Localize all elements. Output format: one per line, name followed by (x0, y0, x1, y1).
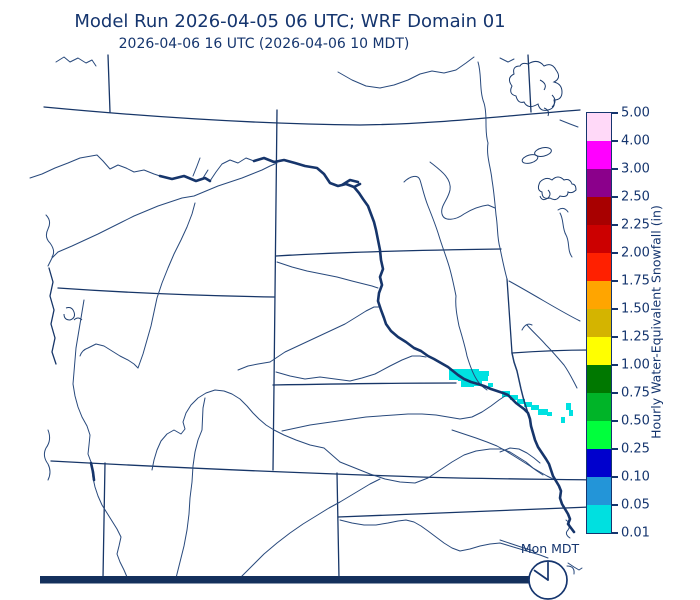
canada-rivers (55, 56, 579, 128)
colorbar-segment (587, 421, 611, 449)
colorbar-segment (587, 281, 611, 309)
snowfall-cell (561, 417, 565, 423)
colorbar-tick-mark (612, 308, 618, 310)
border-ab-sk (107, 54, 111, 113)
colorbar-tick-mark (612, 336, 618, 338)
colorbar-tick-label: 0.75 (621, 385, 650, 401)
colorbar-segment (587, 225, 611, 253)
colorbar-tick-mark (612, 224, 618, 226)
colorbar-tick-mark (612, 504, 618, 506)
snowfall-cell (461, 381, 474, 387)
colorbar-tick-label: 0.05 (621, 497, 650, 513)
colorbar-axis-label: Hourly Water-Equivalent Snowfall (in) (648, 205, 664, 439)
missouri-river (89, 156, 576, 534)
colorbar-segment (587, 477, 611, 505)
colorbar-tick-label: 5.00 (621, 105, 650, 121)
border-id-mt (48, 267, 57, 365)
clock-icon (528, 560, 568, 600)
rivers (29, 61, 583, 579)
colorbar-tick-mark (612, 280, 618, 282)
colorbar-tick-mark (612, 392, 618, 394)
colorbar-tick-mark (612, 252, 618, 254)
colorbar-segment (587, 309, 611, 337)
colorbar-tick-label: 3.00 (621, 161, 650, 177)
colorbar-tick-label: 0.25 (621, 441, 650, 457)
colorbar-tick-label: 0.10 (621, 469, 650, 485)
colorbar-tick-mark (612, 140, 618, 142)
snowfall-cell (524, 402, 532, 407)
colorbar-tick-mark (612, 112, 618, 114)
snowfall-cell (538, 409, 548, 415)
colorbar-tick-label: 1.50 (621, 301, 650, 317)
colorbar-segment (587, 365, 611, 393)
border-sd-ne (272, 382, 457, 386)
big-sioux-river (511, 352, 529, 414)
border-nd-sd (275, 248, 502, 257)
border-ut-co (102, 462, 106, 579)
snowfall-cell (458, 375, 488, 381)
colorbar-tick-label: 2.50 (621, 189, 650, 205)
colorbar-segment (587, 393, 611, 421)
colorbar-segment (587, 505, 611, 533)
colorbar-tick-mark (612, 476, 618, 478)
colorbar-tick-mark (612, 448, 618, 450)
colorbar-tick-label: 1.00 (621, 357, 650, 373)
colorbar-tick-mark (612, 196, 618, 198)
border-mn-sd (506, 278, 513, 354)
bottom-frame-bar (40, 576, 529, 584)
colorbar-tick-mark (612, 420, 618, 422)
colorbar-segment (587, 141, 611, 169)
snowfall-cell (463, 369, 479, 375)
figure-subtitle: 2026-04-06 16 UTC (2026-04-06 10 MDT) (118, 36, 410, 52)
colorbar-segment (587, 253, 611, 281)
snowfall-cells (449, 369, 573, 423)
colorbar-tick-label: 1.75 (621, 273, 650, 289)
state-borders (43, 54, 601, 579)
colorbar-segment (587, 337, 611, 365)
colorbar-tick-label: 2.00 (621, 245, 650, 261)
colorbar-tick-label: 4.00 (621, 133, 650, 149)
colorbar-tick-mark (612, 168, 618, 170)
colorbar-tick-label: 2.25 (621, 217, 650, 233)
border-canada-49n (43, 106, 581, 126)
colorbar-segments (587, 113, 611, 533)
colorbar-tick-label: 0.01 (621, 525, 650, 541)
border-sk-mb (527, 54, 532, 113)
colorbar-tick-mark (612, 532, 618, 534)
colorbar: 5.00 4.00 3.00 2.50 2.25 2.00 1.75 1.50 1.25 1.00… (586, 106, 650, 541)
snowfall-cell (531, 405, 539, 410)
snowfall-cell (569, 410, 573, 416)
colorbar-segment (587, 169, 611, 197)
snowfall-cell (566, 403, 571, 410)
colorbar-tick-label: 1.25 (621, 329, 650, 345)
clock-hour-hand (533, 569, 549, 581)
colorbar-tick-label: 0.50 (621, 413, 650, 429)
border-102w (336, 472, 340, 579)
clock-day-label: Mon MDT (521, 541, 580, 556)
colorbar-segment (587, 449, 611, 477)
border-mt-wy (57, 287, 275, 298)
border-ne-ks (337, 506, 591, 518)
colorbar-segment (587, 113, 611, 141)
snowfall-cell (479, 371, 489, 376)
border-41n (50, 460, 601, 481)
snowfall-cell (547, 412, 552, 416)
lakes (63, 60, 577, 321)
figure-title: Model Run 2026-04-05 06 UTC; WRF Domain … (74, 11, 506, 32)
colorbar-tick-mark (612, 364, 618, 366)
snowfall-cell (517, 399, 525, 404)
colorbar-segment (587, 197, 611, 225)
snowfall-cell (510, 395, 518, 400)
snowfall-cell (488, 383, 493, 387)
snowfall-cell (449, 375, 458, 380)
